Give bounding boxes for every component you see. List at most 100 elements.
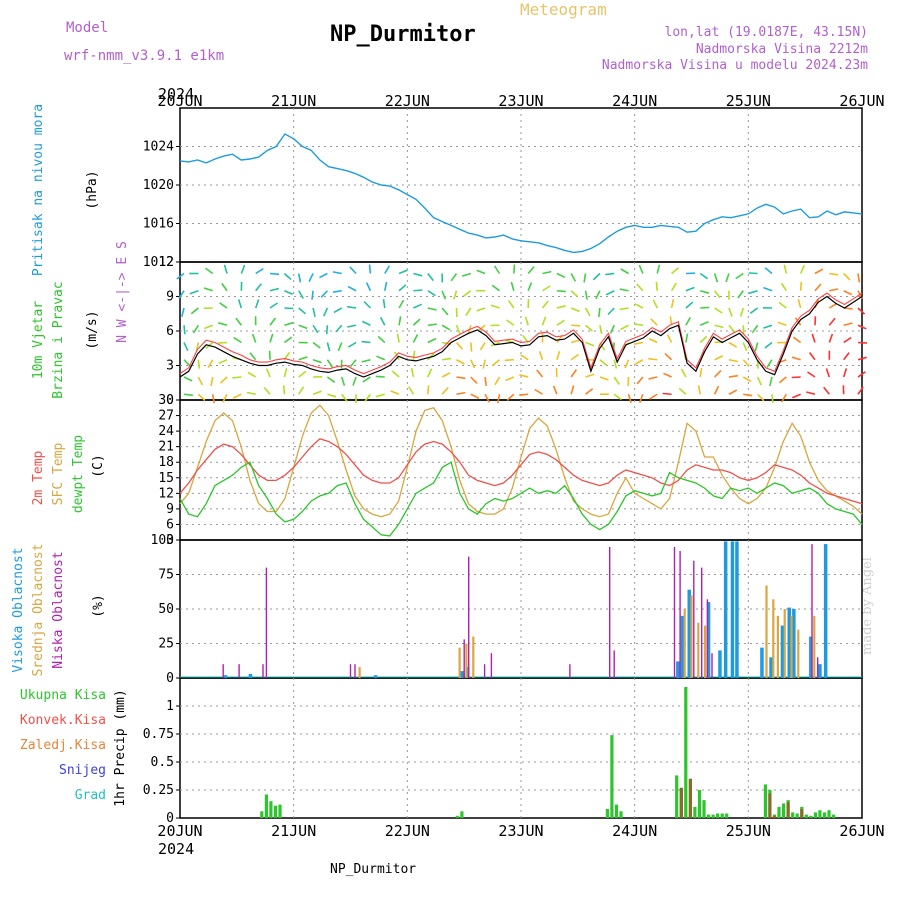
cloud-bar-high [780,625,785,678]
wind-barb [742,376,752,383]
wind-barb [791,356,801,361]
wind-barb [412,318,421,326]
wind-barb [441,307,449,316]
cloud-bar-high [823,544,828,678]
y-tick-label: 30 [158,393,174,408]
cloud-bar-mid [776,615,779,678]
wind-barb [619,307,629,311]
wind-barb [204,324,213,330]
cloud-bar-high [730,541,735,678]
wind-barb [735,272,744,280]
wind-barb [609,324,615,334]
precip-legend-2: Zaledj.Kisa [20,738,106,753]
precip-unit: 1hr Precip (mm) [113,689,128,806]
wind-barb [699,367,703,378]
wind-barb [476,269,486,275]
cloud-bar-low [354,664,356,678]
wind-barb [777,321,787,327]
wind-barb [857,386,864,395]
wind-barb [477,324,486,332]
precip-bar-total [716,813,720,818]
y-tick-label: 1016 [143,217,174,232]
precip-bar-total [684,687,688,818]
wind-barb [843,290,853,296]
wind-barb [605,272,615,276]
x-date-label-bottom: 23JUN [498,822,543,840]
precip-bar-total [614,804,619,818]
precip-bar-total [795,813,799,818]
wind-barb [492,359,501,367]
y-tick-label: 0 [166,811,174,826]
wind-barb [650,318,658,326]
wind-barb [312,390,322,395]
wind-barb [780,282,787,292]
2m-temp-line [179,438,863,505]
wind-barb [585,373,595,378]
y-tick-label: 12 [158,486,174,501]
wind-barb [470,376,478,385]
wind-barb [541,300,549,309]
y-tick-label: 1020 [143,178,174,193]
cloud-bar-mid [813,615,816,678]
mid-cloud-ylabel: Srednja Oblacnost [31,543,46,676]
cloud-bar-high [809,636,813,678]
wind-barb [714,355,724,361]
y-tick-label: 75 [158,568,174,583]
precip-bar-total [260,811,264,818]
wind-barb [648,357,658,361]
wind-barb [493,265,501,274]
wind-barb [506,393,515,401]
wind-barb [223,264,228,274]
wind-barb [728,324,736,333]
wind-barb [394,351,400,361]
wind-barb [465,307,472,316]
x-date-label-top: 22JUN [385,92,430,110]
wind-barb [799,264,806,274]
wind-barb [427,323,437,327]
wind-barb [751,324,759,334]
wind-barb [513,264,516,274]
wind-barb [857,273,861,283]
wind-barb [756,376,763,386]
precip-bar-total [832,814,836,818]
precip-legend-1: Konvek.Kisa [20,713,106,728]
wind-barb [298,307,307,315]
wind-barb [233,336,242,344]
precip-bar-total [610,735,614,818]
wind-barb [556,350,561,360]
wind-barb [335,324,343,333]
wind-barb [685,317,691,326]
high-cloud-ylabel: Visoka Oblacnost [11,547,26,672]
wind-barb [332,289,342,293]
cloud-bar-low [609,546,611,678]
wind-barb [284,290,294,295]
wind-barb [254,299,260,309]
wind-barb [326,359,334,368]
wind-barb [441,387,449,395]
wind-barb [190,307,199,315]
wind-barb [232,393,242,399]
wind-barb [763,286,773,292]
wind-barb [325,325,329,335]
cloud-bar-high [723,541,728,678]
wind-barb [613,359,618,369]
precip-bar-total [702,800,706,818]
station-elevation: Nadmorska Visina 2212m [695,42,868,57]
wind-barb [379,316,386,326]
wind-barb [396,333,400,343]
precip-bar-total [720,813,724,818]
precip-bar-total [460,811,464,818]
wind-barb [427,337,437,344]
wind-barb [217,341,228,344]
wind-barb [598,307,601,317]
cloud-bar-high [760,647,764,678]
cloud-bar-low [613,650,615,678]
wind-barb [181,307,185,317]
wind-barb [739,307,745,317]
wind-barb [725,273,730,283]
precip-bar-conv [688,778,692,818]
wind-barb [263,386,271,395]
wind-barb [235,317,242,326]
panel-frame-precipitation [179,677,863,819]
y-tick-label: 1 [166,699,174,714]
